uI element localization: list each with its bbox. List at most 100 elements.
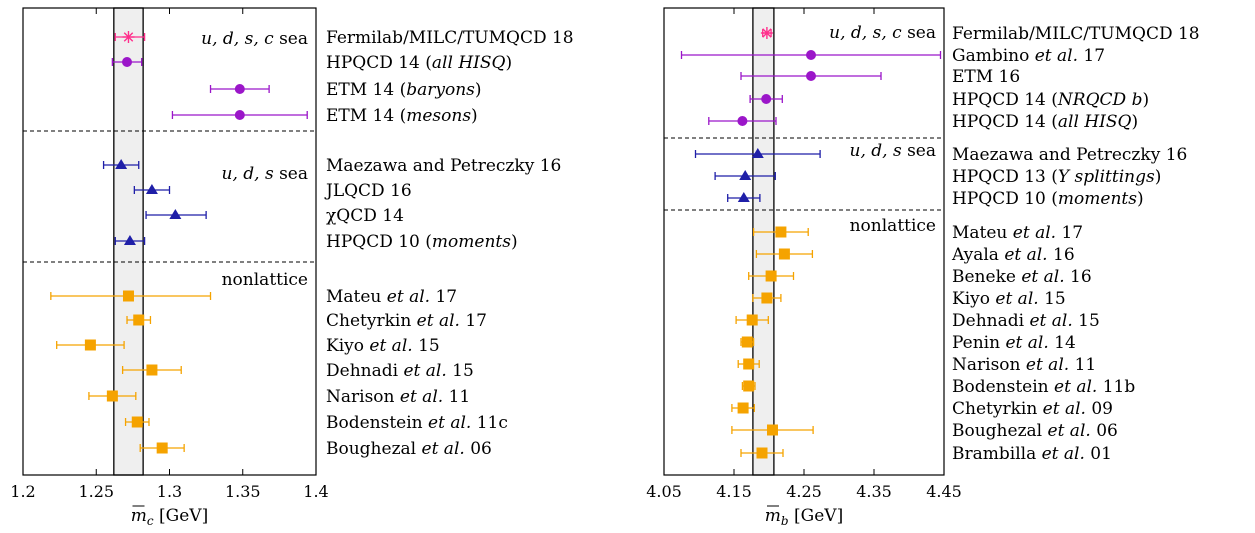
- square-marker: [756, 447, 768, 459]
- data-point: [139, 442, 185, 454]
- entry-label: Fermilab/MILC/TUMQCD 18: [326, 28, 574, 48]
- square-marker: [775, 226, 787, 238]
- entry-label: ETM 16: [952, 67, 1020, 87]
- circle-marker: [806, 50, 816, 60]
- section-label: nonlattice: [222, 270, 308, 290]
- circle-marker: [806, 71, 816, 81]
- x-tick-label: 4.25: [786, 482, 822, 501]
- data-point: [727, 192, 761, 202]
- section-label: u, d, s, c sea: [829, 23, 936, 43]
- circle-marker: [761, 94, 772, 104]
- data-point: [171, 110, 308, 120]
- square-marker: [131, 416, 143, 428]
- entry-label: Mateu et al. 17: [326, 287, 457, 307]
- data-point: [114, 235, 146, 245]
- star-marker: [122, 31, 135, 43]
- square-marker: [84, 339, 96, 351]
- square-marker: [741, 336, 753, 348]
- entry-label: Maezawa and Petreczky 16: [326, 156, 561, 176]
- entry-label: Chetyrkin et al. 17: [326, 311, 487, 331]
- x-tick-label: 1.3: [157, 482, 182, 501]
- data-point: [740, 447, 784, 459]
- data-point: [124, 416, 150, 428]
- triangle-marker: [123, 235, 136, 245]
- x-axis-label: mb [GeV]: [765, 506, 843, 528]
- entry-label: Kiyo et al. 15: [952, 289, 1066, 309]
- entry-label: Bodenstein et al. 11c: [326, 413, 508, 433]
- data-point: [752, 226, 809, 238]
- x-tick-label: 1.4: [303, 482, 328, 501]
- entry-label: Mateu et al. 17: [952, 223, 1083, 243]
- entry-label: HPQCD 14 (all HISQ): [326, 53, 512, 73]
- star-marker: [760, 27, 773, 39]
- square-marker: [767, 424, 778, 436]
- square-marker: [743, 380, 755, 392]
- square-marker: [156, 442, 168, 454]
- entry-label: ETM 14 (baryons): [326, 80, 482, 100]
- data-point: [102, 159, 140, 169]
- data-point: [126, 314, 152, 326]
- data-point: [708, 116, 777, 126]
- entry-label: Bodenstein et al. 11b: [952, 377, 1135, 397]
- section-label: u, d, s sea: [222, 164, 309, 184]
- x-tick-label: 4.45: [926, 482, 962, 501]
- data-point: [111, 57, 143, 67]
- entry-label: HPQCD 10 (moments): [326, 232, 518, 252]
- entry-label: Maezawa and Petreczky 16: [952, 145, 1187, 165]
- data-point: [760, 27, 773, 39]
- data-point: [731, 424, 814, 436]
- x-tick-label: 4.15: [716, 482, 752, 501]
- square-marker: [746, 314, 758, 326]
- data-point: [114, 31, 146, 43]
- data-point: [748, 270, 795, 282]
- x-tick-label: 1.35: [225, 482, 261, 501]
- entry-label: HPQCD 10 (moments): [952, 189, 1144, 209]
- entry-label: Brambilla et al. 01: [952, 444, 1112, 464]
- data-point: [88, 390, 137, 402]
- entry-label: χQCD 14: [326, 206, 404, 226]
- entry-label: HPQCD 14 (all HISQ): [952, 112, 1138, 132]
- data-point: [741, 380, 756, 392]
- entry-label: Narison et al. 11: [326, 387, 470, 407]
- entry-label: Fermilab/MILC/TUMQCD 18: [952, 24, 1200, 44]
- data-point: [735, 314, 769, 326]
- section-label: nonlattice: [850, 216, 936, 236]
- plot-frame: [663, 7, 945, 476]
- triangle-marker: [739, 170, 752, 180]
- entry-label: Dehnadi et al. 15: [326, 361, 474, 381]
- circle-marker: [737, 116, 748, 126]
- data-point: [731, 402, 755, 414]
- panel-2: 4.05 4.15 4.25 4.35 4.45 mb [GeV] u, d, s, c s…: [646, 7, 1200, 528]
- data-point: [209, 84, 270, 94]
- data-point: [121, 364, 182, 376]
- data-point: [755, 248, 814, 260]
- data-point: [740, 71, 882, 81]
- plot-frame: [22, 7, 317, 476]
- entry-label: Narison et al. 11: [952, 355, 1096, 375]
- x-tick-label: 1.25: [78, 482, 114, 501]
- triangle-marker: [169, 209, 182, 219]
- data-point: [50, 290, 212, 302]
- entry-label: Penin et al. 14: [952, 333, 1076, 353]
- triangle-marker: [737, 192, 750, 202]
- data-point: [56, 339, 125, 351]
- entry-label: HPQCD 14 (NRQCD b): [952, 90, 1149, 110]
- entry-label: Gambino et al. 17: [952, 46, 1105, 66]
- entry-label: Boughezal et al. 06: [952, 421, 1118, 441]
- circle-marker: [234, 110, 245, 120]
- entry-label: Beneke et al. 16: [952, 267, 1092, 287]
- triangle-marker: [145, 184, 158, 194]
- entry-label: Dehnadi et al. 15: [952, 311, 1100, 331]
- data-point: [680, 50, 942, 60]
- entry-label: Boughezal et al. 06: [326, 439, 492, 459]
- square-marker: [765, 270, 777, 282]
- data-point: [145, 209, 207, 219]
- entry-label: HPQCD 13 (Υ splittings): [952, 167, 1161, 187]
- entry-label: JLQCD 16: [324, 181, 412, 201]
- data-point: [752, 292, 782, 304]
- square-marker: [743, 358, 755, 370]
- average-band: [752, 7, 775, 476]
- data-point: [749, 94, 783, 104]
- entry-label: Ayala et al. 16: [951, 245, 1075, 265]
